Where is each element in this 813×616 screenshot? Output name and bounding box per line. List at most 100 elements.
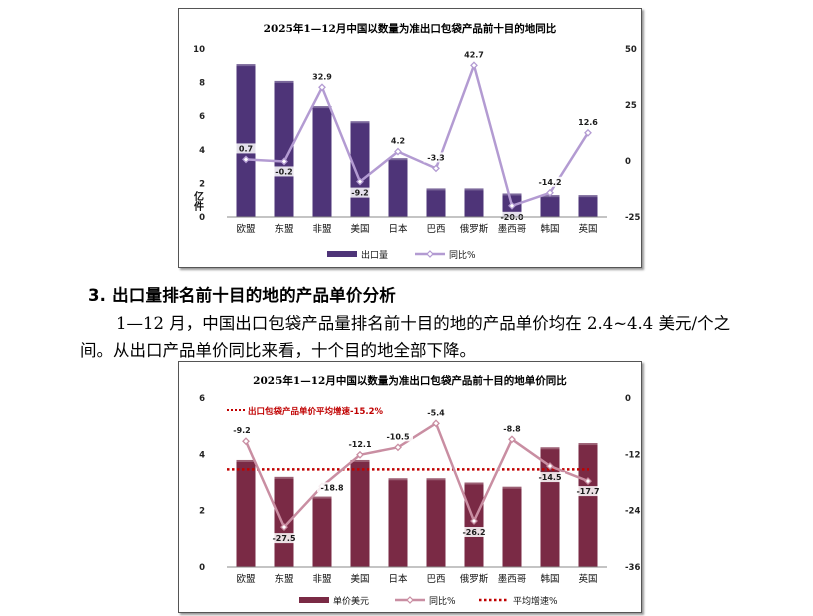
chart2-left-tick: 6 [199,394,205,404]
chart1-bar-10 [578,195,598,217]
chart1-title: 2025年1—12月中国以数量为准出口包袋产品前十目的地同比 [264,22,557,35]
chart1-left-tick: 6 [199,112,205,122]
chart2-right-tick: -24 [625,507,640,517]
chart2-yoy-label-10: -17.7 [576,487,599,496]
chart1-bar-3 [312,106,332,217]
unit-price-chart: 2025年1—12月中国以数量为准出口包袋产品前十目的地单价同比 -9.2 -27… [178,361,642,613]
chart2-yoy-label-5: -10.5 [386,432,409,441]
chart2-yoy-label-6: -5.4 [427,408,445,417]
chart1-legend: 出口量 同比% [327,249,476,261]
chart2-average-annotation: 出口包袋产品单价平均增速-15.2% [248,406,384,417]
chart1-bar-highlight-6 [426,188,446,191]
chart1-bar-highlight-7 [464,188,484,191]
chart1-bar-highlight-1 [236,64,256,67]
chart1-yoy-marker-4 [356,177,364,186]
chart2-bar-5 [388,478,408,567]
section-paragraph: 1—12 月，中国出口包袋产品量排名前十目的地的产品单价均在 2.4~4.4 美… [80,314,731,360]
chart1-category-label: 韩国 [540,223,559,235]
chart1-bar-highlight-2 [274,80,294,83]
chart1-yoy-marker-5 [394,147,402,156]
chart1-category-label: 巴西 [426,224,445,235]
chart2-category-label: 俄罗斯 [460,573,489,585]
chart2-bar-2 [274,476,294,567]
chart1-left-tick: 4 [199,146,205,156]
chart2-category-label: 英国 [578,573,597,585]
chart2-bar-highlight-4 [350,459,370,462]
chart1-yoy-label-bg [461,49,487,60]
chart1-left-tick: 8 [199,79,205,89]
chart2-legend-bar-label: 单价美元 [333,595,369,607]
chart1-yoy-marker-9 [546,188,554,197]
chart1-yoy-label-6: -3.3 [427,153,445,162]
chart2-category-label: 欧盟 [236,573,256,585]
chart1-category-label: 俄罗斯 [460,223,489,235]
chart1-left-tick: 10 [193,45,205,55]
chart2-yoy-label-7: -26.2 [462,528,485,537]
chart1-legend-marker [426,250,434,258]
chart1-y-axis-label: 亿件 [192,190,204,212]
chart1-bar-6 [426,188,446,217]
chart1-right-tick: -25 [625,213,640,223]
chart1-category-label: 英国 [578,223,597,235]
chart2-bar-highlight-8 [502,486,522,489]
section-heading: 3. 出口量排名前十目的地的产品单价分析 [88,286,396,305]
chart1-yoy-label-2: -0.2 [275,167,293,176]
chart2-yoy-marker-5 [394,443,402,452]
chart1-yoy-marker-3 [318,83,326,92]
chart1-right-tick: 25 [625,101,637,111]
chart1-bar-highlight-4 [350,121,370,124]
chart1-bar-highlight-3 [312,106,332,109]
chart1-legend-bar-label: 出口量 [361,249,388,261]
chart1-bar-1 [236,64,256,217]
chart2-category-label: 墨西哥 [498,574,527,585]
unit-price-chart-svg: 2025年1—12月中国以数量为准出口包袋产品前十目的地单价同比 -9.2 -27… [199,374,640,607]
chart2-yoy-marker-9 [546,462,554,470]
chart2-bar-highlight-6 [426,478,446,481]
chart2-bar-10 [578,443,598,567]
chart1-yoy-label-9: -14.2 [538,178,561,187]
chart2-bar-1 [236,459,256,567]
chart2-yoy-marker-6 [432,419,440,428]
chart1-yoy-label-5: 4.2 [391,137,405,146]
chart1-bar-7 [464,188,484,217]
chart1-category-label: 墨西哥 [498,224,527,235]
chart1-bar-highlight-5 [388,158,408,161]
chart2-yoy-label-bg [229,425,255,436]
chart1-yoy-marker-7 [470,61,478,70]
chart2-bar-highlight-3 [312,496,332,499]
chart1-bar-highlight-8 [502,193,522,196]
export-volume-chart: 2025年1—12月中国以数量为准出口包袋产品前十目的地同比 亿件 0.7 -0.… [178,8,642,268]
chart1-right-tick: 50 [625,45,637,55]
chart2-yoy-line [244,422,589,529]
chart2-bar-8 [502,486,522,567]
chart2-category-label: 东盟 [274,573,294,585]
chart2-category-label: 韩国 [540,573,559,585]
chart2-bar-highlight-2 [274,476,294,479]
chart1-yoy-label-3: 32.9 [312,72,332,81]
chart2-left-tick: 4 [199,450,205,460]
chart2-bar-highlight-9 [540,447,560,450]
chart1-category-label: 日本 [388,223,408,235]
chart2-yoy-label-bg [269,533,299,544]
chart2-yoy-label-2: -27.5 [272,534,295,543]
chart2-yoy-label-bg [535,472,565,483]
chart1-yoy-marker-10 [584,128,592,137]
chart2-bar-highlight-10 [578,443,598,446]
chart2-bar-4 [350,459,370,567]
chart2-category-label: 美国 [350,573,369,585]
chart1-legend-line-label: 同比% [449,249,476,261]
export-volume-chart-svg: 2025年1—12月中国以数量为准出口包袋产品前十目的地同比 亿件 0.7 -0.… [192,22,641,261]
chart2-yoy-label-bg [317,482,347,493]
chart1-bar-highlight-10 [578,195,598,198]
chart2-yoy-label-8: -8.8 [503,424,521,433]
chart2-yoy-label-bg [345,438,375,449]
chart1-legend-bar-swatch [327,251,357,257]
chart2-yoy-label-bg [423,407,449,418]
chart2-right-tick: 0 [625,394,631,404]
chart1-yoy-label-bg [236,143,256,154]
chart1-yoy-label-7: 42.7 [464,50,484,59]
chart1-bar-4 [350,121,370,217]
chart2-yoy-label-1: -9.2 [233,426,251,435]
chart2-left-tick: 0 [199,563,205,573]
chart2-category-label: 非盟 [312,573,332,585]
